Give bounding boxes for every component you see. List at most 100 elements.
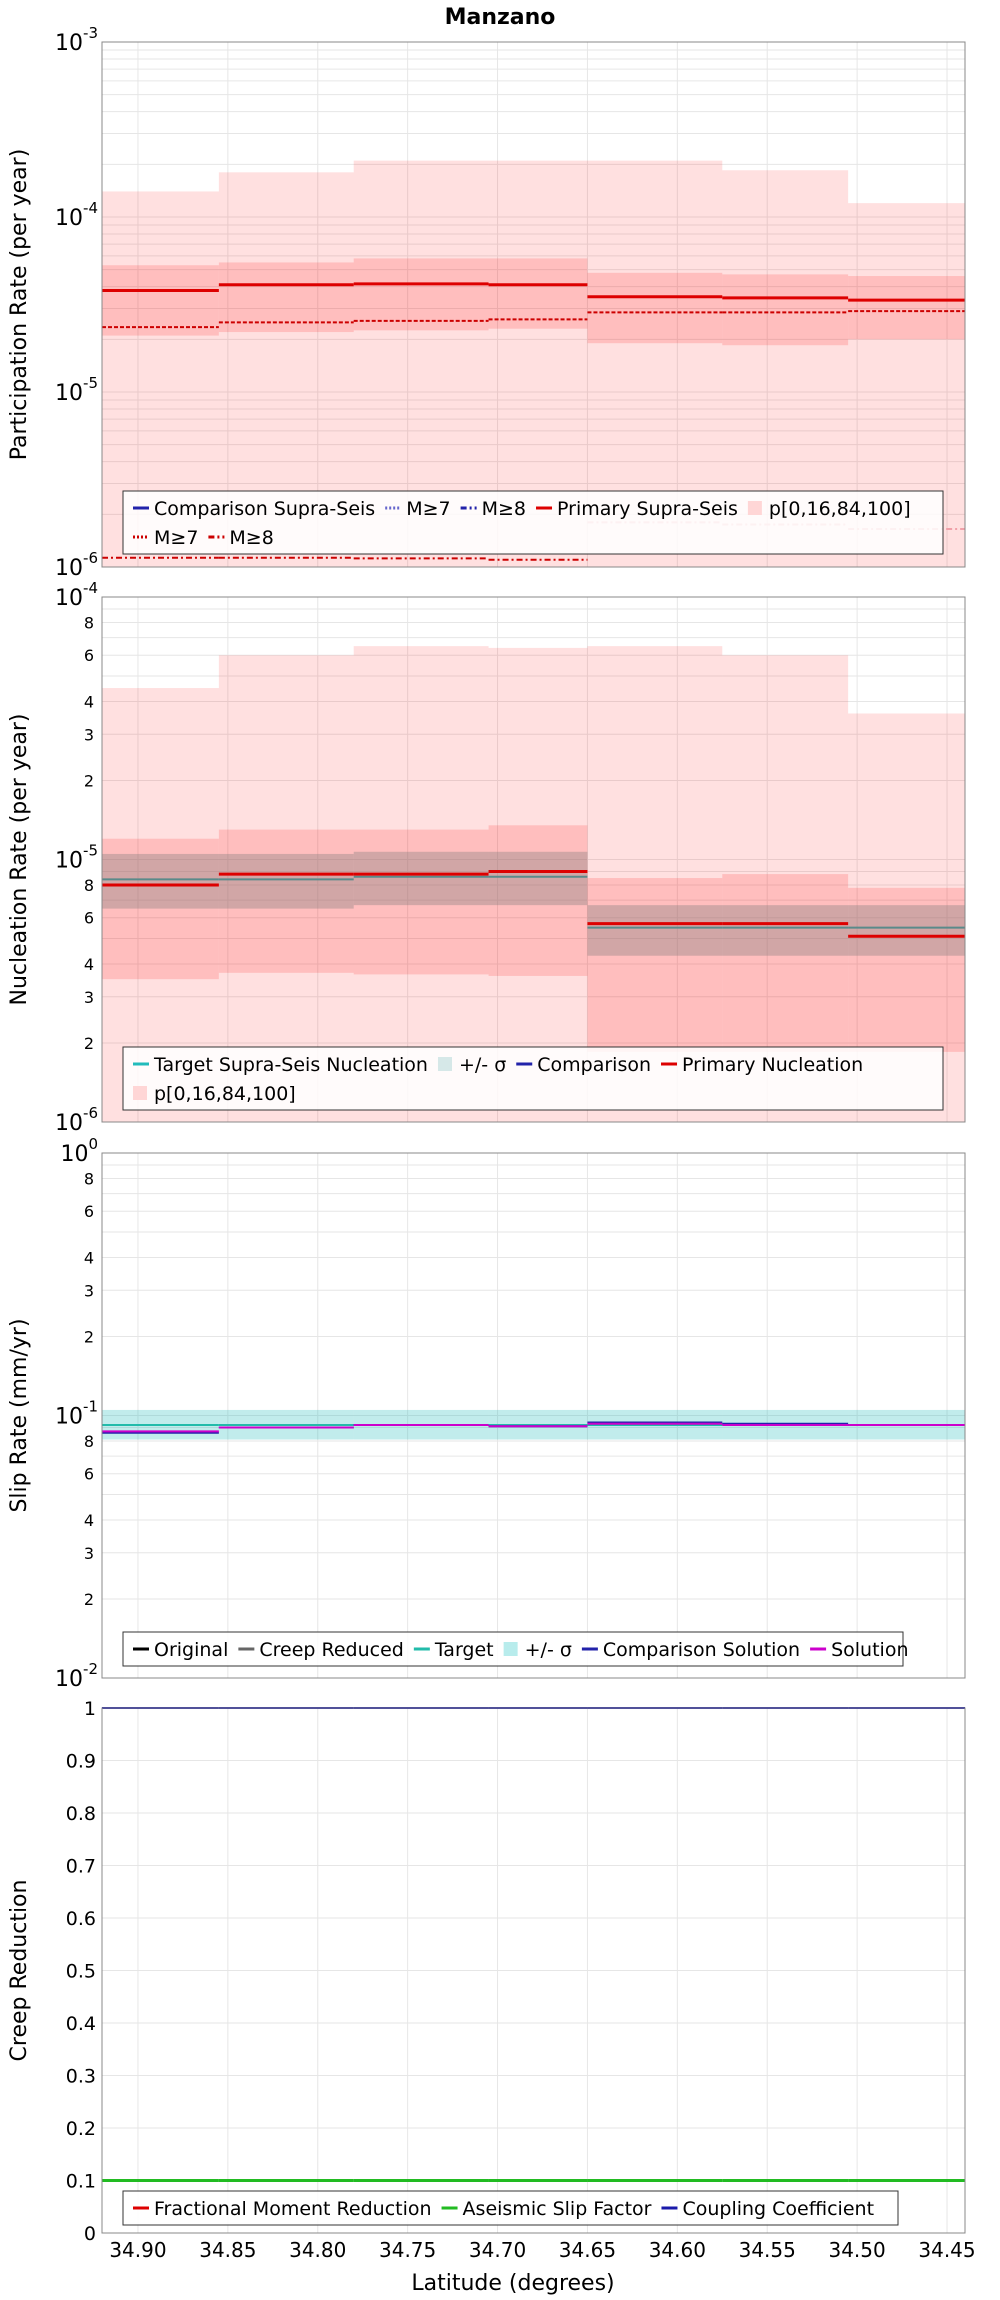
legend-label: p[0,16,84,100] [154, 1083, 296, 1105]
y-tick-label: 0.2 [66, 2118, 96, 2140]
y-minor-tick-label: 4 [84, 1511, 94, 1530]
x-tick-label: 34.75 [379, 2238, 436, 2262]
band-1-bin [353, 258, 489, 331]
y-minor-tick-label: 8 [84, 876, 94, 895]
y-tick-label: 0 [84, 2223, 96, 2245]
y-tick-label: 0.9 [66, 1751, 96, 1773]
legend-swatch [747, 501, 762, 515]
legend-label: Primary Nucleation [682, 1054, 863, 1076]
band-1-bin [102, 265, 219, 336]
panel-nucleation: 10-6 10-5 10-4 2 3 4 6 8 2 3 4 6 8 Nucleation Rate (p… [7, 579, 966, 1136]
y-axis-label: Creep Reduction [7, 1880, 32, 2062]
x-tick-label: 34.55 [739, 2238, 796, 2262]
chart-title: Manzano [445, 5, 556, 30]
x-tick-label: 34.60 [649, 2238, 706, 2262]
legend-label: +/- σ [459, 1054, 506, 1076]
y-minor-tick-label: 6 [84, 909, 94, 928]
y-tick-label: 10-6 [55, 1104, 98, 1136]
y-tick-label: 100 [60, 1135, 98, 1167]
legend-label: Comparison Supra-Seis [154, 498, 375, 520]
y-tick-label: 10-6 [55, 549, 98, 581]
y-tick-label: 0.8 [66, 1803, 96, 1825]
x-tick-label: 34.50 [828, 2238, 885, 2262]
band-0-bin [488, 647, 588, 1122]
band-2-bin [353, 851, 489, 906]
x-tick-label: 34.85 [199, 2238, 256, 2262]
band-1-bin [587, 272, 723, 344]
band-0-bin [218, 655, 354, 1122]
legend-label: Comparison [537, 1054, 651, 1076]
band-2-bin [488, 851, 588, 906]
band-0-bin [587, 646, 723, 1122]
plot-frame [101, 1152, 966, 1679]
y-tick-label: 0.5 [66, 1961, 96, 1983]
y-minor-tick-label: 6 [84, 1202, 94, 1221]
panel-creep: 0 0.1 0.2 0.3 0.4 0.5 0.6 0.7 0.8 0.9 1 Creep Reduc… [7, 1698, 966, 2245]
legend-label: Target [434, 1639, 494, 1661]
legend-label: Original [154, 1639, 228, 1661]
legend-label: Comparison Solution [603, 1639, 800, 1661]
legend-label: Target Supra-Seis Nucleation [153, 1054, 428, 1076]
y-tick-label: 10-4 [55, 199, 98, 231]
x-tick-label: 34.80 [289, 2238, 346, 2262]
legend-label: Fractional Moment Reduction [154, 2198, 432, 2220]
band-2-bin [587, 905, 723, 956]
band-2-bin [218, 853, 354, 909]
legend-swatch [437, 1057, 452, 1071]
y-axis-label: Nucleation Rate (per year) [7, 714, 32, 1006]
y-minor-tick-label: 4 [84, 955, 94, 974]
band-1-bin [722, 874, 849, 1052]
x-tick-label: 34.45 [918, 2238, 975, 2262]
y-minor-tick-label: 6 [84, 646, 94, 665]
legend-label: Aseismic Slip Factor [463, 2198, 652, 2220]
panel-slip: 10-2 10-1 100 2 3 4 6 8 2 3 4 6 8 Slip Rate (mm/yr) Or… [7, 1135, 966, 1692]
y-minor-tick-label: 3 [84, 1281, 94, 1300]
y-tick-label: 0.3 [66, 2066, 96, 2088]
y-tick-label: 10-4 [55, 579, 98, 611]
band-1-bin [353, 829, 489, 975]
band-1-bin [218, 262, 354, 333]
legend-label: Creep Reduced [259, 1639, 403, 1661]
plot-area [102, 42, 965, 567]
plot-frame [101, 1707, 966, 2234]
band-1-bin [488, 825, 588, 976]
legend-box [122, 1046, 944, 1111]
y-tick-label: 10-5 [55, 374, 98, 406]
y-minor-tick-label: 8 [84, 1169, 94, 1188]
band-0-bin [722, 655, 849, 1122]
y-minor-tick-label: 3 [84, 1544, 94, 1563]
legend-label: +/- σ [525, 1639, 572, 1661]
y-tick-label: 10-5 [55, 842, 98, 874]
y-minor-tick-label: 4 [84, 1248, 94, 1267]
legend-box [122, 2190, 899, 2226]
legend-label: Primary Supra-Seis [557, 498, 738, 520]
y-tick-label: 10-2 [55, 1660, 98, 1692]
band-2-bin [848, 905, 965, 956]
legend-swatch [133, 1086, 147, 1100]
legend-label: p[0,16,84,100] [769, 498, 911, 520]
y-minor-tick-label: 3 [84, 988, 94, 1007]
plot-frame [101, 596, 966, 1123]
y-tick-label: 1 [84, 1698, 96, 1720]
legend-label: M≥8 [482, 498, 526, 520]
legend-box [122, 490, 944, 555]
x-tick-label: 34.65 [559, 2238, 616, 2262]
legend-swatch [503, 1642, 518, 1656]
y-minor-tick-label: 2 [84, 1034, 94, 1053]
y-minor-tick-label: 2 [84, 1327, 94, 1346]
x-axis-label: Latitude (degrees) [411, 2271, 614, 2296]
y-minor-tick-label: 8 [84, 1432, 94, 1451]
y-axis-label: Slip Rate (mm/yr) [7, 1318, 32, 1512]
y-tick-label: 0.4 [66, 2013, 96, 2035]
band-1-bin [848, 276, 965, 340]
x-tick-label: 34.70 [469, 2238, 526, 2262]
y-tick-label: 0.7 [66, 1856, 96, 1878]
legend-label: Coupling Coefficient [682, 2198, 874, 2220]
y-minor-tick-label: 3 [84, 725, 94, 744]
band-1-bin [722, 274, 849, 346]
band-0-bin [353, 646, 489, 1122]
band-2-bin [722, 905, 849, 956]
y-tick-label: 10-3 [55, 24, 98, 56]
y-tick-label: 0.1 [66, 2171, 96, 2193]
